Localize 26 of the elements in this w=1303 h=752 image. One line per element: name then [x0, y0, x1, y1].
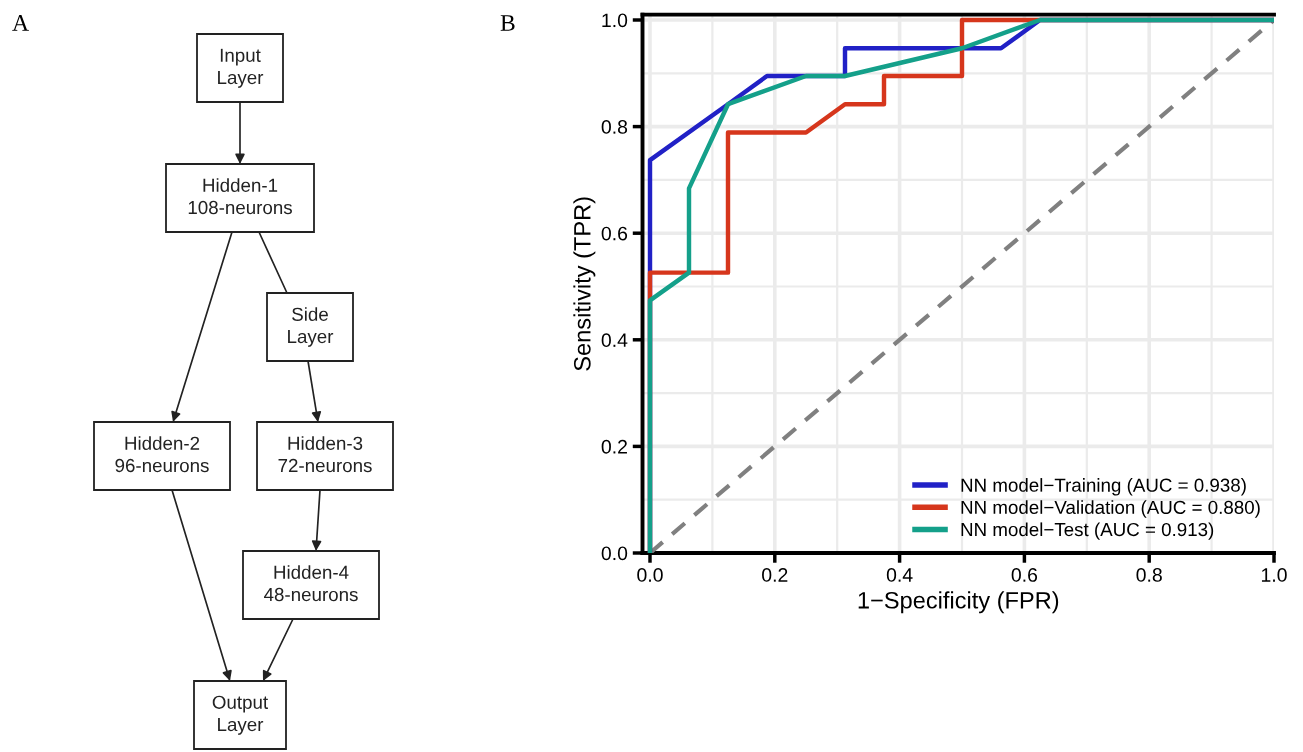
- text: Input Layer: [218, 48, 264, 88]
- y-tick-label: 0.6: [601, 226, 628, 241]
- legend-label: NN model−Test (AUC = 0.913): [961, 522, 1214, 540]
- text: Side Layer: [288, 307, 334, 347]
- text: A: [12, 15, 29, 31]
- text: Hidden-1 108-neurons: [188, 178, 292, 215]
- x-axis-title: 1−Specificity (FPR): [858, 591, 1059, 614]
- x-tick-label: 0.4: [886, 568, 913, 582]
- x-tick-label: 0.2: [762, 568, 788, 582]
- y-tick-label: 1.0: [602, 13, 628, 28]
- x-tick-label: 0.0: [637, 568, 663, 582]
- y-tick-label: 0.8: [601, 120, 628, 134]
- y-tick-label: 0.2: [601, 439, 627, 454]
- x-tick-label: 1.0: [1261, 568, 1287, 582]
- text: Hidden-2 96-neurons: [115, 436, 209, 473]
- y-axis-title: Sensitivity (TPR): [573, 197, 596, 371]
- legend-label: NN model−Training (AUC = 0.938): [961, 478, 1246, 496]
- text: Hidden-3 72-neurons: [278, 436, 372, 473]
- text: Hidden-4 48-neurons: [264, 565, 358, 602]
- legend-label: NN model−Validation (AUC = 0.880): [961, 500, 1260, 518]
- y-tick-label: 0.0: [601, 546, 628, 561]
- chart-title: B: [500, 15, 515, 31]
- y-tick-label: 0.4: [601, 333, 628, 348]
- x-tick-label: 0.8: [1136, 568, 1162, 582]
- x-tick-label: 0.6: [1011, 568, 1038, 582]
- text: Output Layer: [212, 695, 269, 735]
